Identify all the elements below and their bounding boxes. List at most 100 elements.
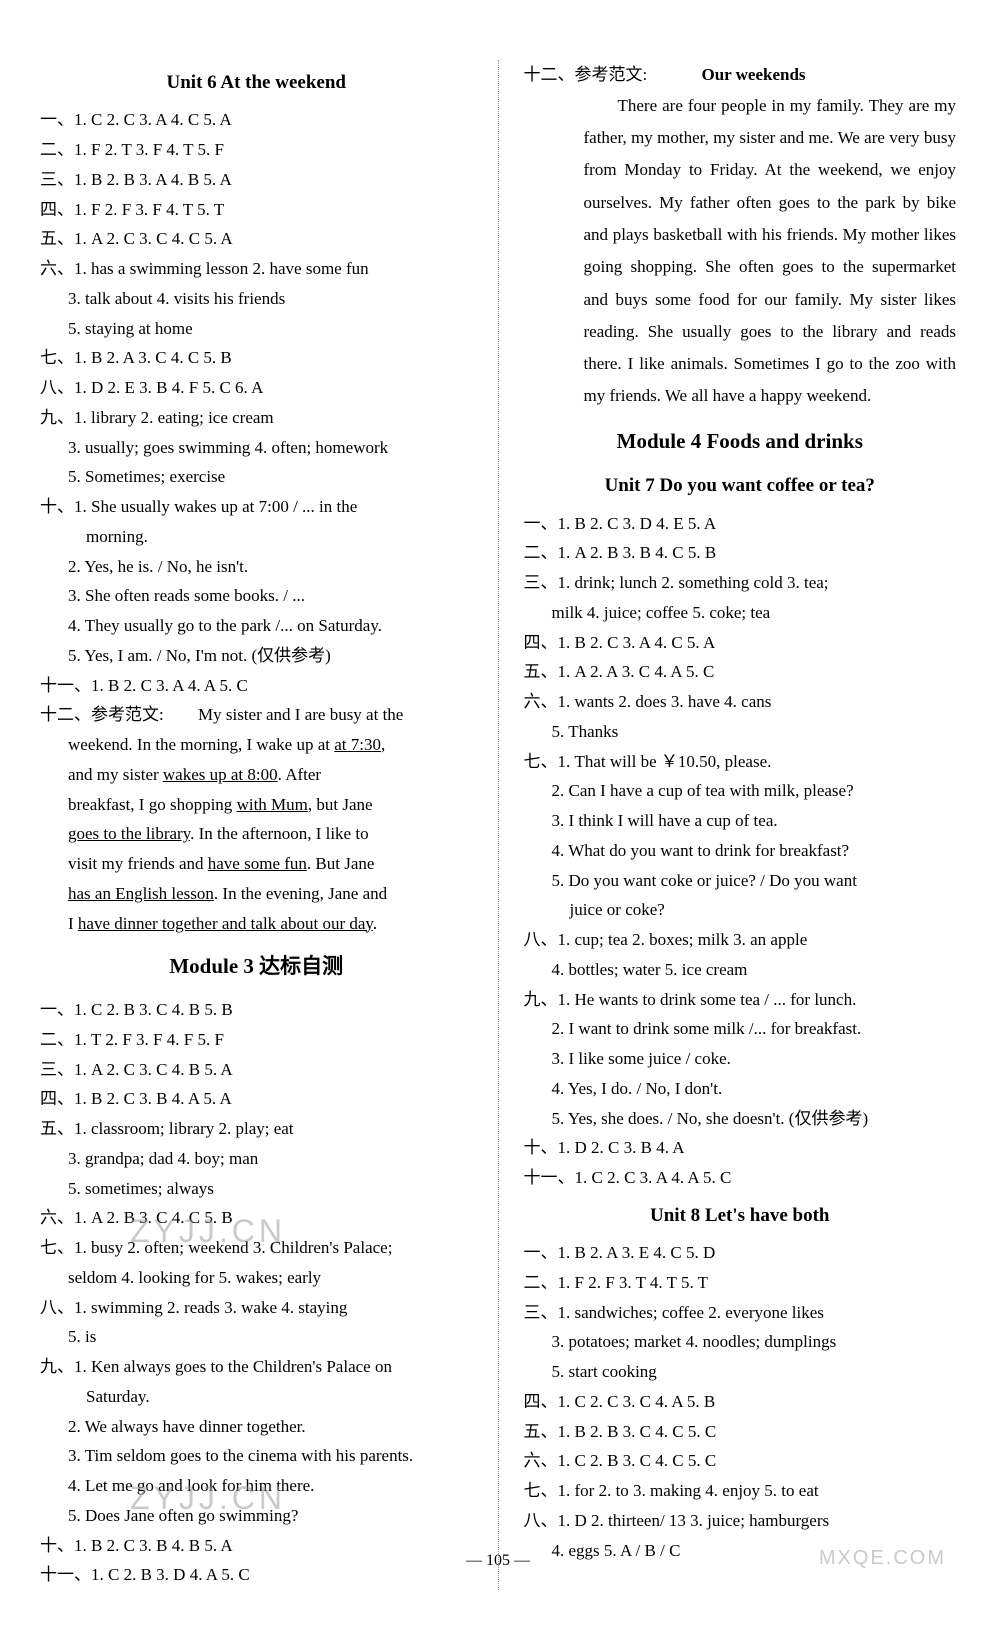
answer-row: 一、1. C 2. B 3. C 4. B 5. B	[40, 995, 473, 1025]
unit7-title: Unit 7 Do you want coffee or tea?	[524, 469, 957, 502]
answer-row: 一、1. B 2. C 3. D 4. E 5. A	[524, 509, 957, 539]
answer-row: 三、1. A 2. C 3. C 4. B 5. A	[40, 1055, 473, 1085]
answer-row: 5. Do you want coke or juice? / Do you w…	[524, 866, 957, 896]
essay-body: There are four people in my family. They…	[524, 90, 957, 413]
essay-title: Our weekends	[701, 65, 805, 84]
answer-row: 5. sometimes; always	[40, 1174, 473, 1204]
essay-line: has an English lesson. In the evening, J…	[40, 879, 473, 909]
essay-line: weekend. In the morning, I wake up at at…	[40, 730, 473, 760]
essay-underline: have some fun	[208, 854, 307, 873]
answer-row: 七、1. B 2. A 3. C 4. C 5. B	[40, 343, 473, 373]
answer-row: 5. Thanks	[524, 717, 957, 747]
answer-row: 5. Does Jane often go swimming?	[40, 1501, 473, 1531]
essay-text: .	[373, 914, 377, 933]
answer-row: 3. usually; goes swimming 4. often; home…	[40, 433, 473, 463]
answer-row: 2. We always have dinner together.	[40, 1412, 473, 1442]
answer-row: 四、1. C 2. C 3. C 4. A 5. B	[524, 1387, 957, 1417]
essay-text: ,	[381, 735, 385, 754]
answer-row: 一、1. C 2. C 3. A 4. C 5. A	[40, 105, 473, 135]
answer-row: milk 4. juice; coffee 5. coke; tea	[524, 598, 957, 628]
answer-row: 六、1. C 2. B 3. C 4. C 5. C	[524, 1446, 957, 1476]
essay-underline: at 7:30	[334, 735, 381, 754]
answer-row: 4. What do you want to drink for breakfa…	[524, 836, 957, 866]
answer-row: 五、1. A 2. C 3. C 4. C 5. A	[40, 224, 473, 254]
essay-text: My sister and I are busy at the	[198, 705, 403, 724]
answer-row: 5. start cooking	[524, 1357, 957, 1387]
answer-row: 4. bottles; water 5. ice cream	[524, 955, 957, 985]
essay-label: 十二、参考范文: My sister and I are busy at the	[40, 700, 473, 730]
answer-row: 三、1. sandwiches; coffee 2. everyone like…	[524, 1298, 957, 1328]
answer-row: 九、1. He wants to drink some tea / ... fo…	[524, 985, 957, 1015]
answer-row: 3. potatoes; market 4. noodles; dumpling…	[524, 1327, 957, 1357]
answer-row: 六、1. A 2. B 3. C 4. C 5. B	[40, 1203, 473, 1233]
answer-row: 5. Yes, I am. / No, I'm not. (仅供参考)	[40, 641, 473, 671]
essay-underline: has an English lesson	[68, 884, 214, 903]
label-text: 十二、参考范文:	[40, 705, 164, 724]
answer-row: 五、1. B 2. B 3. C 4. C 5. C	[524, 1417, 957, 1447]
answer-row: 十、1. She usually wakes up at 7:00 / ... …	[40, 492, 473, 522]
answer-row: 3. I like some juice / coke.	[524, 1044, 957, 1074]
answer-row: 二、1. A 2. B 3. B 4. C 5. B	[524, 538, 957, 568]
essay-text: . In the evening, Jane and	[214, 884, 387, 903]
page-number: — 105 —	[0, 1552, 996, 1570]
answer-row: 3. She often reads some books. / ...	[40, 581, 473, 611]
module4-title: Module 4 Foods and drinks	[524, 423, 957, 460]
essay-text: . But Jane	[307, 854, 375, 873]
answer-row: 七、1. for 2. to 3. making 4. enjoy 5. to …	[524, 1476, 957, 1506]
page-container: Unit 6 At the weekend 一、1. C 2. C 3. A 4…	[0, 0, 996, 1630]
answer-row: 八、1. D 2. thirteen/ 13 3. juice; hamburg…	[524, 1506, 957, 1536]
essay-text: visit my friends and	[68, 854, 208, 873]
answer-row: 九、1. library 2. eating; ice cream	[40, 403, 473, 433]
answer-row: 五、1. classroom; library 2. play; eat	[40, 1114, 473, 1144]
answer-row: 八、1. D 2. E 3. B 4. F 5. C 6. A	[40, 373, 473, 403]
answer-row: 3. grandpa; dad 4. boy; man	[40, 1144, 473, 1174]
essay-text: . After	[278, 765, 321, 784]
answer-row: 五、1. A 2. A 3. C 4. A 5. C	[524, 657, 957, 687]
unit6-title: Unit 6 At the weekend	[40, 66, 473, 99]
essay-text: weekend. In the morning, I wake up at	[68, 735, 334, 754]
essay-text: . In the afternoon, I like to	[190, 824, 368, 843]
essay-line: goes to the library. In the afternoon, I…	[40, 819, 473, 849]
essay-text: and my sister	[68, 765, 163, 784]
column-divider	[498, 60, 499, 1590]
answer-row: 八、1. cup; tea 2. boxes; milk 3. an apple	[524, 925, 957, 955]
answer-row: 七、1. busy 2. often; weekend 3. Children'…	[40, 1233, 473, 1263]
answer-row: 四、1. B 2. C 3. A 4. C 5. A	[524, 628, 957, 658]
answer-row: 八、1. swimming 2. reads 3. wake 4. stayin…	[40, 1293, 473, 1323]
answer-row: 5. staying at home	[40, 314, 473, 344]
essay-text: I	[68, 914, 78, 933]
essay-underline: have dinner together and talk about our …	[78, 914, 373, 933]
essay-underline: with Mum	[237, 795, 308, 814]
answer-row: 三、1. B 2. B 3. A 4. B 5. A	[40, 165, 473, 195]
essay-header: 十二、参考范文: Our weekends	[524, 60, 957, 90]
answer-row: 5. is	[40, 1322, 473, 1352]
essay-line: breakfast, I go shopping with Mum, but J…	[40, 790, 473, 820]
essay-underline: goes to the library	[68, 824, 190, 843]
answer-row: Saturday.	[40, 1382, 473, 1412]
answer-row: 六、1. wants 2. does 3. have 4. cans	[524, 687, 957, 717]
answer-row: 七、1. That will be ￥10.50, please.	[524, 747, 957, 777]
answer-row: 四、1. F 2. F 3. F 4. T 5. T	[40, 195, 473, 225]
essay-line: visit my friends and have some fun. But …	[40, 849, 473, 879]
answer-row: 二、1. F 2. F 3. T 4. T 5. T	[524, 1268, 957, 1298]
answer-row: 4. Yes, I do. / No, I don't.	[524, 1074, 957, 1104]
answer-row: 十一、1. C 2. C 3. A 4. A 5. C	[524, 1163, 957, 1193]
answer-row: 2. Can I have a cup of tea with milk, pl…	[524, 776, 957, 806]
essay-line: and my sister wakes up at 8:00. After	[40, 760, 473, 790]
right-column: 十二、参考范文: Our weekends There are four peo…	[524, 60, 957, 1590]
answer-row: 四、1. B 2. C 3. B 4. A 5. A	[40, 1084, 473, 1114]
answer-row: 4. They usually go to the park /... on S…	[40, 611, 473, 641]
essay-text: breakfast, I go shopping	[68, 795, 237, 814]
essay-line: I have dinner together and talk about ou…	[40, 909, 473, 939]
answer-row: 二、1. F 2. T 3. F 4. T 5. F	[40, 135, 473, 165]
unit8-title: Unit 8 Let's have both	[524, 1199, 957, 1232]
essay-text: , but Jane	[308, 795, 373, 814]
answer-row: seldom 4. looking for 5. wakes; early	[40, 1263, 473, 1293]
answer-row: 十一、1. B 2. C 3. A 4. A 5. C	[40, 671, 473, 701]
label-text: 十二、参考范文:	[524, 65, 648, 84]
answer-row: 3. talk about 4. visits his friends	[40, 284, 473, 314]
module3-title: Module 3 达标自测	[40, 948, 473, 985]
answer-row: 3. Tim seldom goes to the cinema with hi…	[40, 1441, 473, 1471]
answer-row: 十、1. D 2. C 3. B 4. A	[524, 1133, 957, 1163]
essay-underline: wakes up at 8:00	[163, 765, 278, 784]
